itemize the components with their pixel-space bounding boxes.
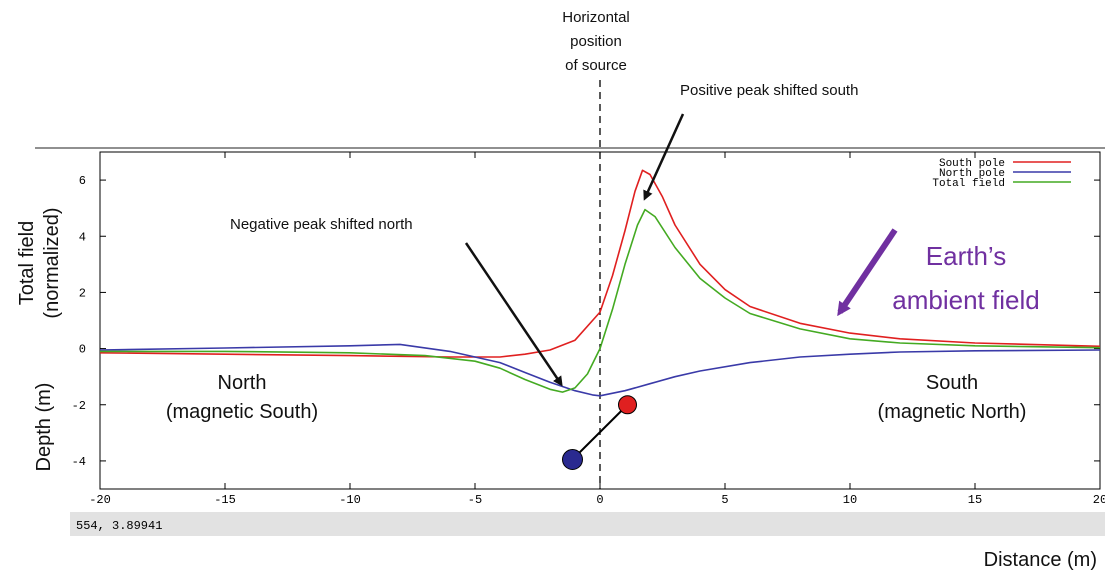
x-tick-label: -10 <box>339 493 361 507</box>
y-tick-label: 0 <box>79 343 86 357</box>
series-line-total-field <box>100 208 1101 393</box>
x-tick-label: -5 <box>468 493 482 507</box>
y-axis-label-bottom: Depth (m) <box>33 383 55 472</box>
south-label-line1: South <box>926 372 978 394</box>
y-tick-label: 2 <box>79 286 86 300</box>
positive-peak-arrow <box>643 113 685 201</box>
y-axis: -4 -2 0 2 4 6 <box>72 174 1100 469</box>
x-tick-label: 15 <box>968 493 982 507</box>
x-tick-label: 20 <box>1093 493 1105 507</box>
source-label-line1: Horizontal <box>562 9 630 26</box>
y-tick-label: -2 <box>72 399 86 413</box>
y-tick-label: -4 <box>72 455 86 469</box>
negative-peak-arrow <box>464 242 563 387</box>
ambient-field-label-line2: ambient field <box>892 285 1039 315</box>
y-tick-label: 6 <box>79 174 86 188</box>
x-axis-label: Distance (m) <box>984 549 1097 571</box>
south-pole-marker <box>618 395 637 415</box>
source-label-line2: position <box>570 33 622 50</box>
legend-label: North pole <box>939 168 1005 180</box>
source-label-line3: of source <box>565 57 627 74</box>
positive-peak-label: Positive peak shifted south <box>680 82 858 99</box>
y-axis-label-top-line1: Total field <box>16 221 38 306</box>
north-label-line1: North <box>218 372 267 394</box>
x-tick-label: 0 <box>596 493 603 507</box>
x-tick-label: -20 <box>89 493 111 507</box>
ambient-field-arrow <box>837 228 898 317</box>
x-axis: -20 -15 -10 -5 0 5 10 15 20 <box>89 152 1105 507</box>
x-tick-label: 10 <box>843 493 857 507</box>
series-line-south-pole <box>99 169 1101 358</box>
legend-label: Total field <box>932 178 1005 190</box>
dipole-rod <box>571 404 629 461</box>
y-tick-label: 4 <box>79 230 86 244</box>
status-readout: 554, 3.89941 <box>76 519 162 533</box>
y-axis-label-top-line2: (normalized) <box>41 207 63 318</box>
north-label-line2: (magnetic South) <box>166 401 318 423</box>
legend-label: South pole <box>939 158 1005 170</box>
ambient-field-label-line1: Earth’s <box>926 241 1006 271</box>
series-group <box>99 169 1101 397</box>
x-tick-label: -15 <box>214 493 236 507</box>
negative-peak-label: Negative peak shifted north <box>230 216 413 233</box>
status-bar <box>70 512 1105 536</box>
north-pole-marker <box>562 449 583 471</box>
series-line-north-pole <box>99 343 1101 397</box>
x-tick-label: 5 <box>721 493 728 507</box>
south-label-line2: (magnetic North) <box>878 401 1027 423</box>
